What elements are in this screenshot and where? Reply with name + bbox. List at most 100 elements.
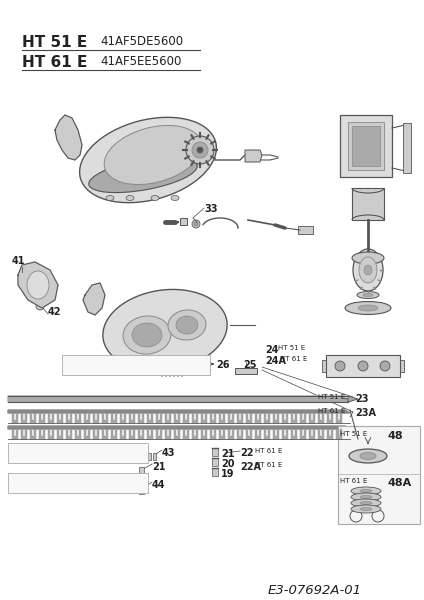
Circle shape bbox=[380, 361, 390, 371]
Polygon shape bbox=[237, 429, 243, 439]
Polygon shape bbox=[255, 413, 261, 423]
Polygon shape bbox=[156, 429, 162, 439]
Bar bbox=[148, 453, 151, 460]
Polygon shape bbox=[336, 413, 342, 423]
Text: 33: 33 bbox=[204, 204, 218, 214]
Polygon shape bbox=[66, 413, 72, 423]
Text: HT 61 E: HT 61 E bbox=[255, 462, 282, 468]
Bar bbox=[235, 368, 257, 374]
FancyBboxPatch shape bbox=[62, 355, 210, 375]
Ellipse shape bbox=[349, 449, 387, 463]
Bar bbox=[212, 468, 218, 476]
Text: HT 51 E: HT 51 E bbox=[278, 345, 305, 351]
Ellipse shape bbox=[27, 271, 49, 299]
Text: 21: 21 bbox=[221, 449, 234, 459]
Polygon shape bbox=[318, 413, 324, 423]
Polygon shape bbox=[129, 429, 135, 439]
Polygon shape bbox=[174, 429, 180, 439]
Polygon shape bbox=[348, 396, 358, 402]
Circle shape bbox=[358, 361, 368, 371]
Polygon shape bbox=[192, 413, 198, 423]
Polygon shape bbox=[183, 413, 189, 423]
Ellipse shape bbox=[80, 118, 216, 203]
Ellipse shape bbox=[345, 301, 391, 314]
Polygon shape bbox=[201, 429, 207, 439]
FancyBboxPatch shape bbox=[8, 473, 148, 493]
Text: E3-07692A-01: E3-07692A-01 bbox=[268, 584, 362, 597]
Text: HT 61 E: HT 61 E bbox=[340, 478, 367, 484]
Polygon shape bbox=[84, 413, 90, 423]
Polygon shape bbox=[48, 429, 54, 439]
Text: 26: 26 bbox=[216, 360, 229, 370]
Bar bbox=[212, 458, 218, 466]
Circle shape bbox=[192, 220, 200, 228]
Bar bbox=[352, 126, 380, 166]
Polygon shape bbox=[174, 413, 180, 423]
Text: HT 61 E: HT 61 E bbox=[22, 55, 87, 70]
Bar bbox=[340, 115, 392, 177]
Polygon shape bbox=[93, 413, 99, 423]
Ellipse shape bbox=[363, 293, 373, 296]
Polygon shape bbox=[327, 413, 333, 423]
Polygon shape bbox=[219, 429, 225, 439]
Bar bbox=[180, 218, 187, 225]
Text: 41AF5EE5600: 41AF5EE5600 bbox=[100, 55, 181, 68]
Polygon shape bbox=[21, 429, 27, 439]
Text: 22A: 22A bbox=[240, 462, 261, 472]
Polygon shape bbox=[138, 413, 144, 423]
Polygon shape bbox=[30, 429, 36, 439]
Polygon shape bbox=[120, 429, 126, 439]
Polygon shape bbox=[246, 413, 252, 423]
Text: HT 51 E: HT 51 E bbox=[318, 394, 345, 400]
Bar bbox=[212, 448, 218, 456]
Polygon shape bbox=[327, 429, 333, 439]
Polygon shape bbox=[309, 429, 315, 439]
Polygon shape bbox=[8, 396, 348, 402]
Polygon shape bbox=[291, 429, 297, 439]
Bar bbox=[326, 355, 400, 377]
Polygon shape bbox=[75, 413, 81, 423]
Text: 24A: 24A bbox=[265, 356, 286, 366]
Text: 21: 21 bbox=[152, 462, 165, 472]
Polygon shape bbox=[228, 413, 234, 423]
Circle shape bbox=[192, 142, 208, 158]
Ellipse shape bbox=[351, 493, 381, 501]
Polygon shape bbox=[201, 413, 207, 423]
Polygon shape bbox=[111, 429, 117, 439]
Ellipse shape bbox=[360, 502, 372, 505]
Polygon shape bbox=[30, 413, 36, 423]
Polygon shape bbox=[300, 429, 306, 439]
Polygon shape bbox=[147, 429, 153, 439]
Polygon shape bbox=[273, 429, 279, 439]
Polygon shape bbox=[57, 413, 63, 423]
Polygon shape bbox=[237, 413, 243, 423]
Polygon shape bbox=[291, 413, 297, 423]
Polygon shape bbox=[66, 429, 72, 439]
Polygon shape bbox=[8, 426, 350, 429]
Polygon shape bbox=[282, 413, 288, 423]
Text: HT 61 E: HT 61 E bbox=[318, 408, 346, 414]
Ellipse shape bbox=[89, 157, 197, 193]
Bar bbox=[403, 123, 411, 173]
Bar bbox=[348, 122, 384, 170]
Polygon shape bbox=[246, 429, 252, 439]
Circle shape bbox=[36, 302, 44, 310]
Polygon shape bbox=[129, 413, 135, 423]
Text: 8x / Qty:8  für/ for Mod. HT 51 E: 8x / Qty:8 für/ for Mod. HT 51 E bbox=[64, 360, 158, 365]
Polygon shape bbox=[83, 283, 105, 315]
Polygon shape bbox=[336, 429, 342, 439]
Polygon shape bbox=[102, 413, 108, 423]
Bar bbox=[352, 188, 384, 220]
Text: 25: 25 bbox=[243, 360, 257, 370]
Ellipse shape bbox=[351, 499, 381, 507]
Text: 20: 20 bbox=[221, 459, 234, 469]
Polygon shape bbox=[156, 413, 162, 423]
Polygon shape bbox=[102, 429, 108, 439]
Text: 41: 41 bbox=[12, 256, 25, 266]
Ellipse shape bbox=[351, 487, 381, 495]
Ellipse shape bbox=[359, 257, 377, 283]
Ellipse shape bbox=[123, 316, 171, 354]
FancyBboxPatch shape bbox=[8, 443, 148, 463]
Polygon shape bbox=[228, 429, 234, 439]
Circle shape bbox=[197, 147, 203, 153]
